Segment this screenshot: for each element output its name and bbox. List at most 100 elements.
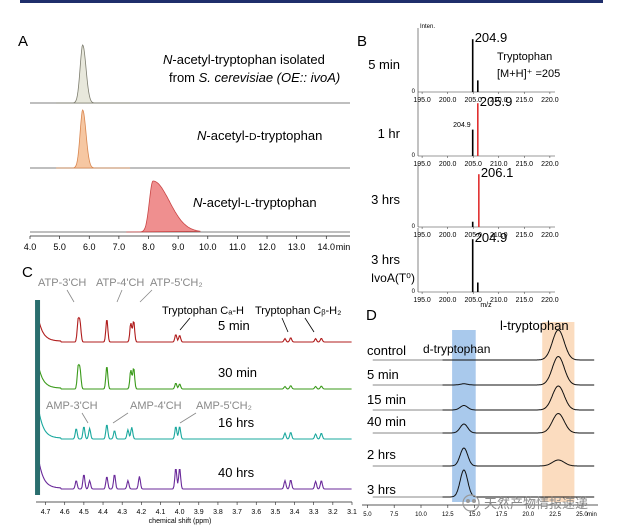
x-tick-label-c: 4.4 (98, 509, 108, 516)
watermark-logo-dot-icon (466, 499, 470, 503)
x-axis-label-c: chemical shift (ppm) (149, 518, 212, 525)
x-tick-label-d: 20.0 (522, 512, 534, 518)
peak-mz-label: 204.9 (475, 230, 508, 245)
chiral-series-label: control (367, 343, 406, 358)
x-tick-label-a: 13.0 (288, 242, 306, 252)
watermark: 天然产物情报速递 (462, 494, 588, 512)
minor-peak-label: 204.9 (453, 122, 471, 129)
x-tick-label-c: 3.1 (347, 509, 357, 516)
x-tick-label-c: 4.0 (175, 509, 185, 516)
x-axis-label-a: min (336, 242, 351, 252)
atp-5-label: ATP-5'CH₂ (150, 277, 203, 289)
x-tick-label-a: 14.0 (318, 242, 336, 252)
header-rule (20, 0, 603, 3)
chiral-series-label: 15 min (367, 392, 406, 407)
x-tick-label-c: 4.7 (41, 509, 51, 516)
x-tick-label-b: 210.0 (490, 232, 508, 239)
annotation-b-line2: [M+H]⁺ =205 (497, 68, 560, 80)
alpha-arrow (179, 317, 191, 331)
x-tick-label-c: 4.5 (79, 509, 89, 516)
series-label-part-2: D (249, 132, 257, 143)
series-label-part-0: N (163, 52, 173, 67)
chiral-series-label: 40 min (367, 414, 406, 429)
panel-label-a: A (18, 33, 28, 50)
x-tick-label-b: 200.0 (439, 297, 457, 304)
l-tryptophan-label: l-tryptophan (500, 318, 569, 333)
x-tick-label-b: 200.0 (439, 161, 457, 168)
amp-5-arrow (179, 412, 197, 424)
panel-label-b: B (357, 33, 367, 50)
x-tick-label-b: 220.0 (541, 297, 559, 304)
series-label-part-0: N (197, 128, 207, 143)
x-tick-label-b: 195.0 (413, 232, 431, 239)
series-label: N-acetyl-D-tryptophan (197, 128, 322, 143)
x-tick-label-b: 195.0 (413, 97, 431, 104)
peak-mz-label: 204.9 (475, 30, 508, 45)
x-tick-label-c: 3.7 (232, 509, 242, 516)
atp-4-arrow (116, 289, 123, 303)
x-tick-label-a: 11.0 (229, 242, 246, 252)
chiral-trace (442, 447, 595, 467)
x-axis-label-d: min (587, 512, 597, 518)
y-axis-label-b: Inten. (420, 24, 435, 30)
series-label-part-1: -acetyl-tryptophan isolated (172, 52, 324, 67)
spectrum-sample-label: IvoA(T⁰) (371, 271, 415, 285)
panel-d-chiral-chromatograms: Dd-tryptophan l-tryptophan control 5 min 15 … (362, 307, 598, 518)
y-zero-label: 0 (412, 224, 416, 230)
x-tick-label-b: 200.0 (439, 232, 457, 239)
y-zero-label: 0 (412, 89, 416, 95)
d-tryptophan-band (452, 330, 476, 502)
panel-label-d: D (366, 307, 377, 324)
x-tick-label-b: 220.0 (541, 232, 559, 239)
chiral-trace (442, 412, 595, 434)
spectrum-time-label: 1 hr (378, 126, 401, 141)
x-tick-label-d: 7.5 (390, 512, 399, 518)
nmr-trace (35, 350, 352, 390)
spectrum-time-label: 3 hrs (371, 192, 400, 207)
x-tick-label-b: 210.0 (490, 161, 508, 168)
nmr-time-label: 40 hrs (218, 465, 255, 480)
x-tick-label-c: 4.1 (156, 509, 166, 516)
x-tick-label-d: 12.5 (442, 512, 454, 518)
x-tick-label-b: 215.0 (516, 161, 534, 168)
amp-5-label: AMP-5'CH₂ (196, 400, 252, 412)
x-tick-label-c: 3.5 (271, 509, 281, 516)
x-tick-label-b: 210.0 (490, 97, 508, 104)
x-tick-label-a: 10.0 (199, 242, 217, 252)
series-label-part-3: -tryptophan (251, 195, 317, 210)
x-tick-label-c: 3.2 (328, 509, 338, 516)
chromatogram-peak (56, 109, 131, 169)
x-tick-label-b: 205.0 (464, 97, 482, 104)
chromatogram-peak (56, 44, 131, 104)
tryptophan-beta-label: Tryptophan Cᵦ-H₂ (255, 305, 341, 317)
panel-label-c: C (22, 264, 33, 281)
series-label: N-acetyl-L-tryptophan (193, 195, 317, 210)
nmr-time-label: 30 min (218, 365, 257, 380)
series-label-line2-part-1: S. cerevisiae (OE:: ivoA) (199, 70, 341, 85)
x-tick-label-b: 195.0 (413, 161, 431, 168)
x-tick-label-c: 4.6 (60, 509, 70, 516)
atp-3-label: ATP-3'CH (38, 277, 86, 289)
chromatogram-peak (126, 180, 201, 233)
chiral-trace (442, 355, 595, 386)
x-tick-label-b: 215.0 (516, 297, 534, 304)
chiral-trace (442, 469, 595, 498)
y-zero-label: 0 (412, 153, 416, 159)
x-tick-label-b: 195.0 (413, 297, 431, 304)
x-tick-label-b: 220.0 (541, 161, 559, 168)
x-tick-label-c: 3.3 (309, 509, 319, 516)
x-tick-label-d: 25.0 (576, 512, 588, 518)
x-tick-label-a: 6.0 (83, 242, 96, 252)
x-tick-label-b: 215.0 (516, 97, 534, 104)
amp-3-label: AMP-3'CH (46, 400, 98, 412)
x-tick-label-c: 3.6 (251, 509, 261, 516)
atp-4-label: ATP-4'CH (96, 277, 144, 289)
atp-3-arrow (66, 289, 75, 303)
amp-4-label: AMP-4'CH (130, 400, 182, 412)
series-label-part-2: L (245, 199, 251, 210)
x-tick-label-d: 22.5 (549, 512, 561, 518)
x-tick-label-b: 205.0 (464, 232, 482, 239)
nmr-time-label: 5 min (218, 318, 250, 333)
